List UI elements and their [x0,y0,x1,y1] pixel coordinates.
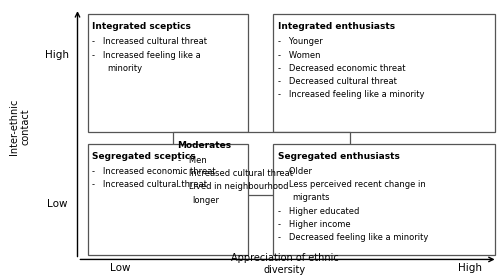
Text: -   Younger: - Younger [278,37,322,46]
Text: -   Men: - Men [178,156,206,165]
Text: -   Increased cultural threat: - Increased cultural threat [92,180,208,189]
Text: -   Increased feeling like a minority: - Increased feeling like a minority [278,90,424,99]
Text: Low: Low [47,199,68,209]
Text: -   Increased feeling like a: - Increased feeling like a [92,51,201,60]
Bar [272,144,495,255]
Text: Integrated enthusiasts: Integrated enthusiasts [278,22,394,31]
Text: Segregated enthusiasts: Segregated enthusiasts [278,152,400,161]
Text: -   Decreased economic threat: - Decreased economic threat [278,64,405,73]
Text: High: High [458,263,482,273]
Text: Inter-ethnic
contact: Inter-ethnic contact [9,99,31,155]
Text: High: High [46,50,70,60]
Text: -   Lived in neighbourhood: - Lived in neighbourhood [178,182,288,192]
Text: -   Increased cultural threat: - Increased cultural threat [92,37,208,46]
Text: -   Increased economic threat: - Increased economic threat [92,167,216,176]
Text: -   Older: - Older [278,167,312,176]
Text: -   Higher income: - Higher income [278,220,350,229]
Text: -   Decreased feeling like a minority: - Decreased feeling like a minority [278,233,428,242]
Text: migrants: migrants [292,193,330,203]
Text: Moderates: Moderates [178,141,232,150]
Text: Segregated sceptics: Segregated sceptics [92,152,196,161]
Bar [272,14,495,132]
Bar [88,144,248,255]
Bar [88,14,248,132]
Text: -   Less perceived recent change in: - Less perceived recent change in [278,180,425,189]
Bar [172,132,350,195]
Text: -   Higher educated: - Higher educated [278,207,359,216]
Text: Integrated sceptics: Integrated sceptics [92,22,192,31]
Text: -   Decreased cultural threat: - Decreased cultural threat [278,77,396,86]
Text: -   Increased cultural threat: - Increased cultural threat [178,169,292,178]
Text: -   Women: - Women [278,51,320,60]
Text: longer: longer [192,196,220,205]
Text: minority: minority [108,64,142,73]
Text: Appreciation of ethnic
diversity: Appreciation of ethnic diversity [231,253,339,275]
Text: Low: Low [110,263,130,273]
